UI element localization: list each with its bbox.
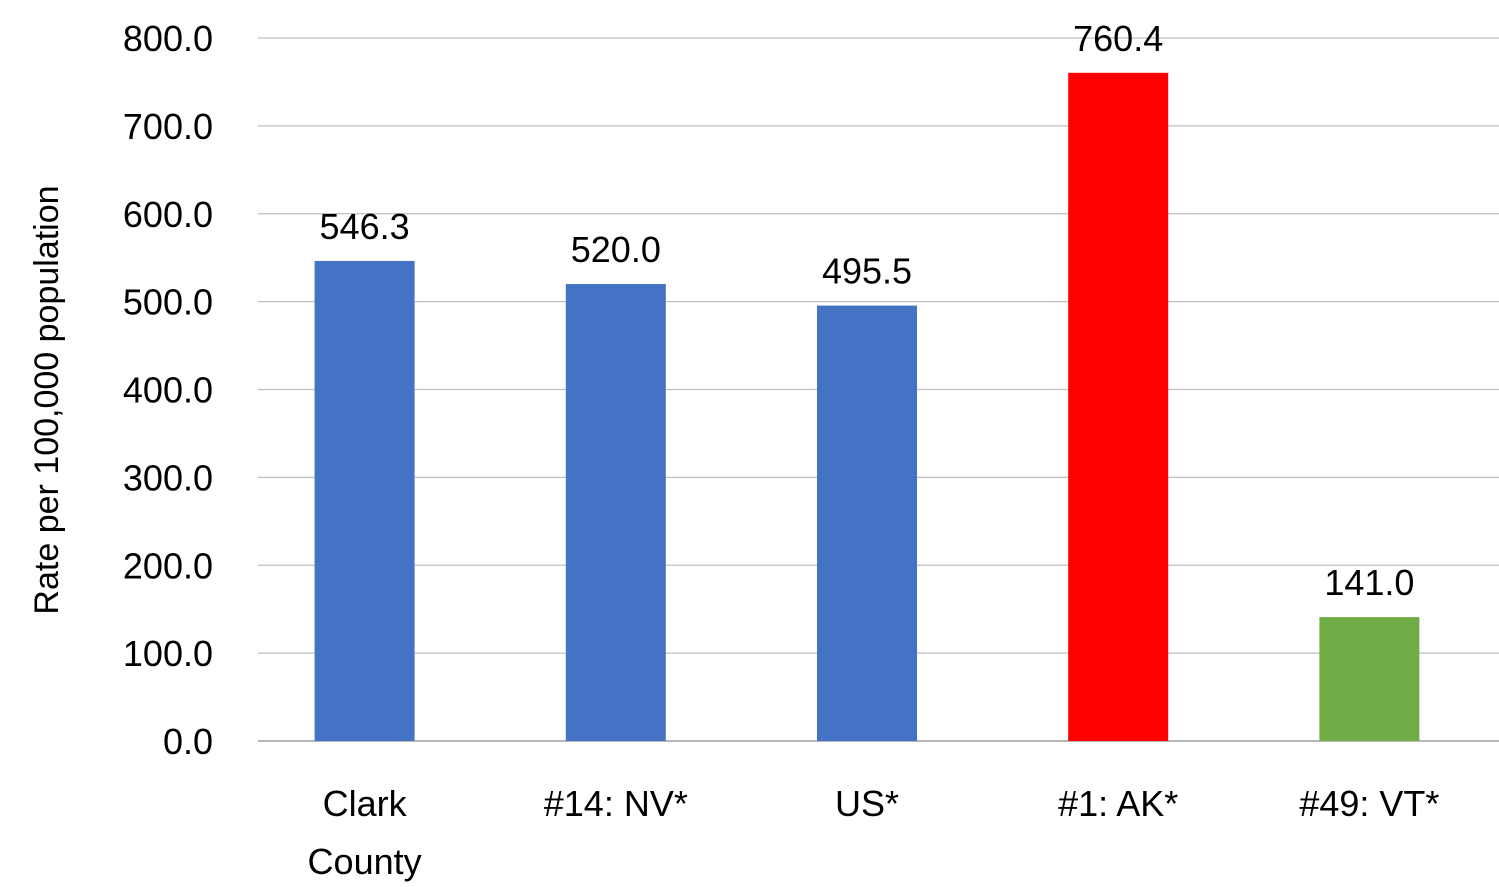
data-labels: 546.3 520.0 495.5 760.4 141.0 [320,18,1415,603]
y-axis-ticks: 0.0 100.0 200.0 300.0 400.0 500.0 600.0 700.0 80… [123,18,213,762]
bar [565,284,666,741]
data-label: 141.0 [1324,562,1414,603]
x-category-label: #1: AK* [1058,783,1178,824]
y-tick-label: 100.0 [123,633,213,674]
y-axis-title: Rate per 100,000 population [28,185,66,614]
y-tick-label: 200.0 [123,545,213,586]
x-category-label: County [308,841,422,882]
bar [817,305,917,741]
x-category-label: #14: NV* [544,783,688,824]
y-tick-label: 0.0 [163,721,213,762]
y-tick-label: 600.0 [123,194,213,235]
data-label: 520.0 [571,229,661,270]
bar [314,260,415,741]
y-tick-label: 700.0 [123,106,213,147]
x-category-label: #49: VT* [1299,783,1439,824]
x-category-label: US* [835,783,899,824]
y-tick-label: 500.0 [123,282,213,323]
bars [314,72,1420,741]
y-tick-label: 800.0 [123,18,213,59]
data-label: 760.4 [1073,18,1163,59]
y-tick-label: 300.0 [123,457,213,498]
x-category-label: Clark [323,783,408,824]
data-label: 546.3 [320,206,410,247]
x-axis-categories: Clark County #14: NV* US* #1: AK* #49: VT* [308,783,1440,882]
bar [1068,72,1169,741]
bar [1319,617,1420,741]
data-label: 495.5 [822,251,912,292]
y-tick-label: 400.0 [123,370,213,411]
